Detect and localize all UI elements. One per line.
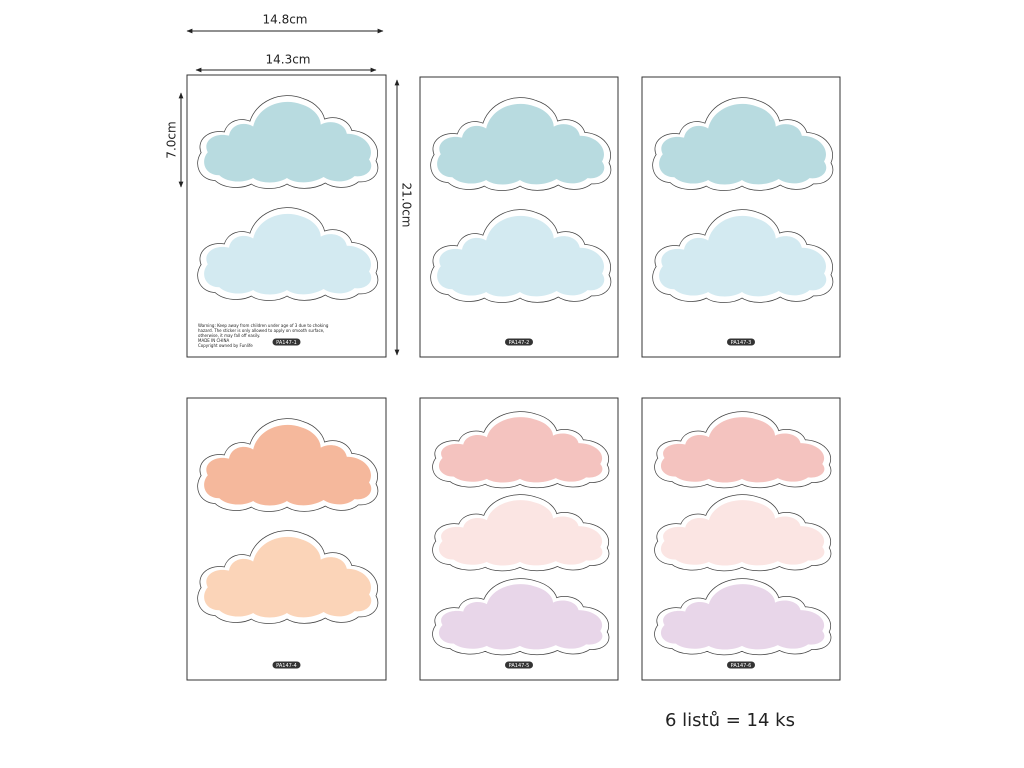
- sheet-label: PA147-5: [509, 663, 530, 669]
- sheet: PA147-2: [419, 76, 619, 358]
- sheet: PA147-3: [641, 76, 841, 358]
- sheet: PA147-5: [419, 397, 619, 681]
- label-pill: [505, 338, 533, 346]
- warning-line: otherwise, it may fall off easily.: [198, 333, 260, 338]
- sheet-label: PA147-2: [509, 340, 530, 346]
- warning-line: MADE IN CHINA: [198, 338, 229, 343]
- warning-line: hazard. The sticker is only allowed to a…: [198, 328, 324, 333]
- sheet-label: PA147-6: [731, 663, 752, 669]
- warning-line: Warning: Keep away from children under a…: [198, 323, 329, 328]
- label-pill: [272, 661, 301, 669]
- cloud-height: 7.0cm: [165, 121, 179, 158]
- sheet-label: PA147-4: [276, 663, 297, 669]
- inner-width: 14.3cm: [265, 53, 310, 67]
- summary: 6 listů = 14 ks: [665, 710, 795, 731]
- label-pill: [272, 338, 301, 346]
- warning-line: Copyright owned by Funlife: [198, 343, 253, 348]
- outer-width: 14.8cm: [262, 13, 307, 27]
- label-pill: [727, 661, 755, 669]
- sheet-height: 21.0cm: [400, 182, 414, 227]
- sheet: PA147-6: [641, 397, 841, 681]
- sheets: PA147-1 PA147-2 PA147-3 PA147-4 PA147-5 PA147…: [186, 74, 841, 681]
- label-pill: [727, 338, 755, 346]
- label-pill: [505, 661, 533, 669]
- sheet-label: PA147-3: [731, 340, 752, 346]
- warning: Warning: Keep away from children under a…: [198, 323, 329, 348]
- sheet: PA147-4: [186, 397, 387, 681]
- sheet-label: PA147-1: [276, 340, 297, 346]
- sheet: PA147-1: [186, 74, 387, 358]
